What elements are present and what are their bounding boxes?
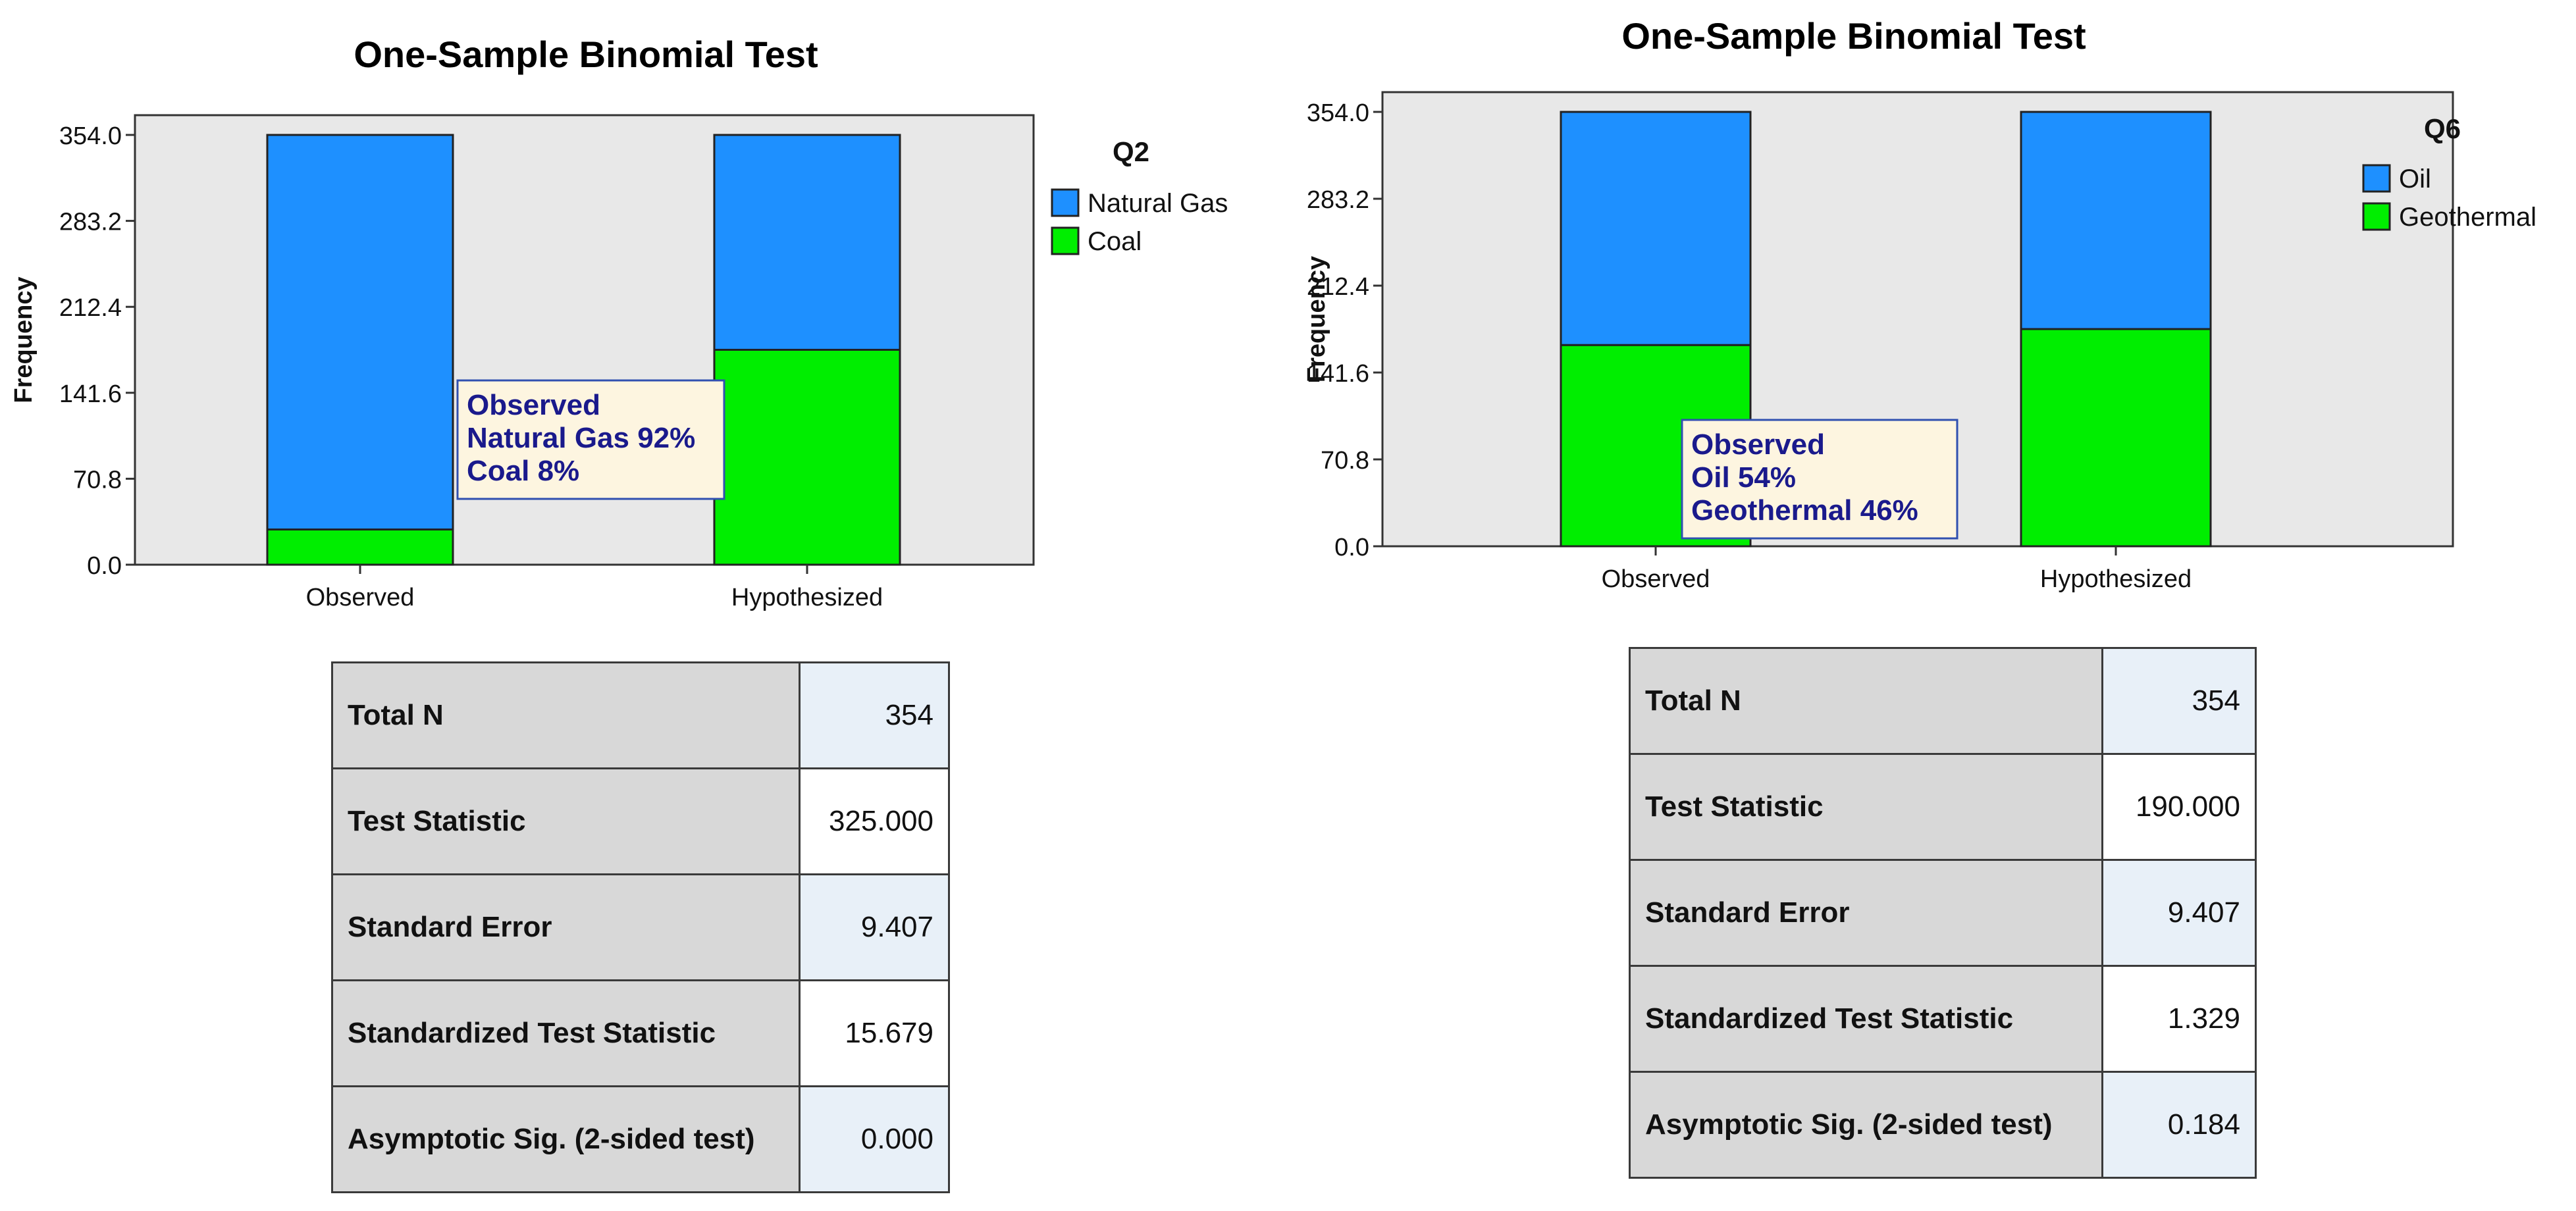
y-tick-label: 0.0 (1334, 534, 1369, 561)
legend-label: Geothermal (2399, 203, 2537, 232)
stats-row: Test Statistic 190.000 (1629, 753, 2257, 861)
y-tick-label: 141.6 (59, 380, 122, 408)
annotation-line: Observed (1691, 428, 1825, 461)
stat-value: 15.679 (799, 979, 950, 1087)
y-axis-label: Frequency (10, 276, 38, 403)
legend-swatch (1051, 226, 1080, 255)
annotation-line: Natural Gas 92% (467, 422, 695, 454)
legend-swatch (2362, 202, 2391, 231)
annotation-box (1681, 419, 1958, 540)
bar-coal-hypothesized (713, 349, 901, 566)
y-tick-label: 212.4 (59, 294, 122, 322)
bar-chart-q2: 0.0 70.8 141.6 212.4 283.2 354.0 Frequency Obse… (10, 114, 1228, 611)
y-tick-label: 70.8 (1321, 447, 1369, 475)
stat-value: 354 (2101, 647, 2257, 755)
stat-label: Total N (331, 661, 801, 769)
bar-natural-gas-observed (266, 134, 454, 531)
y-tick-label: 283.2 (1307, 186, 1369, 214)
x-tick-label: Hypothesized (2040, 565, 2192, 593)
bar-chart-q6: 0.0 70.8 141.6 212.4 283.2 354.0 Frequency Obse… (1303, 91, 2537, 593)
stats-row: Asymptotic Sig. (2-sided test) 0.000 (331, 1085, 950, 1193)
stats-row: Total N 354 (1629, 647, 2257, 755)
stat-label: Standardized Test Statistic (1629, 965, 2103, 1073)
chart-title: One-Sample Binomial Test (354, 34, 818, 75)
x-tick-label: Observed (1602, 565, 1710, 593)
stat-label: Standard Error (331, 873, 801, 981)
stats-row: Standard Error 9.407 (331, 873, 950, 981)
y-tick-label: 141.6 (1307, 360, 1369, 388)
bar-natural-gas-hypothesized (713, 134, 901, 351)
right-panel: One-Sample Binomial Test 0.0 70.8 141.6 212… (1288, 0, 2575, 1211)
stat-value: 0.184 (2101, 1071, 2257, 1179)
legend-label: Natural Gas (1088, 189, 1228, 218)
stat-value: 0.000 (799, 1085, 950, 1193)
bar-oil-observed (1560, 111, 1752, 346)
legend-title: Q6 (2424, 113, 2461, 144)
y-tick-label: 70.8 (73, 466, 122, 494)
stat-label: Standardized Test Statistic (331, 979, 801, 1087)
legend-title: Q2 (1113, 136, 1149, 167)
bar-geothermal-hypothesized (2020, 328, 2212, 548)
stat-value: 1.329 (2101, 965, 2257, 1073)
stats-row: Asymptotic Sig. (2-sided test) 0.184 (1629, 1071, 2257, 1179)
chart-title: One-Sample Binomial Test (1621, 15, 2086, 57)
legend-swatch (2362, 164, 2391, 193)
stat-label: Test Statistic (331, 767, 801, 875)
annotation-line: Geothermal 46% (1691, 494, 1918, 527)
annotation-line: Oil 54% (1691, 461, 1796, 494)
stat-label: Asymptotic Sig. (2-sided test) (331, 1085, 801, 1193)
legend-label: Coal (1088, 227, 1142, 256)
stats-row: Standardized Test Statistic 1.329 (1629, 965, 2257, 1073)
stats-row: Test Statistic 325.000 (331, 767, 950, 875)
stat-value: 9.407 (799, 873, 950, 981)
stat-value: 354 (799, 661, 950, 769)
left-panel: One-Sample Binomial Test 0.0 70.8 141.6 212… (10, 34, 1228, 1193)
stats-table-q2: Total N 354 Test Statistic 325.000 Standar… (331, 661, 950, 1193)
annotation-line: Observed (467, 389, 600, 421)
stat-label: Total N (1629, 647, 2103, 755)
stats-row: Standard Error 9.407 (1629, 859, 2257, 967)
y-tick-label: 354.0 (59, 122, 122, 150)
stat-label: Test Statistic (1629, 753, 2103, 861)
stat-value: 325.000 (799, 767, 950, 875)
legend-label: Oil (2399, 165, 2431, 193)
annotation-line: Coal 8% (467, 455, 579, 487)
bar-oil-hypothesized (2020, 111, 2212, 330)
y-tick-label: 0.0 (87, 552, 122, 580)
y-tick-label: 283.2 (59, 209, 122, 236)
stat-value: 190.000 (2101, 753, 2257, 861)
stats-row: Standardized Test Statistic 15.679 (331, 979, 950, 1087)
stats-table-q6: Total N 354 Test Statistic 190.000 Standar… (1629, 647, 2257, 1179)
y-tick-label: 354.0 (1307, 99, 1369, 127)
y-tick-label: 212.4 (1307, 273, 1369, 301)
y-axis-label: Frequency (1303, 256, 1330, 382)
bar-coal-observed (266, 528, 454, 566)
annotation-box (456, 379, 725, 500)
x-tick-label: Observed (306, 584, 415, 611)
x-tick-label: Hypothesized (731, 584, 883, 611)
stat-label: Standard Error (1629, 859, 2103, 967)
stat-value: 9.407 (2101, 859, 2257, 967)
stat-label: Asymptotic Sig. (2-sided test) (1629, 1071, 2103, 1179)
legend-swatch (1051, 188, 1080, 217)
stats-row: Total N 354 (331, 661, 950, 769)
